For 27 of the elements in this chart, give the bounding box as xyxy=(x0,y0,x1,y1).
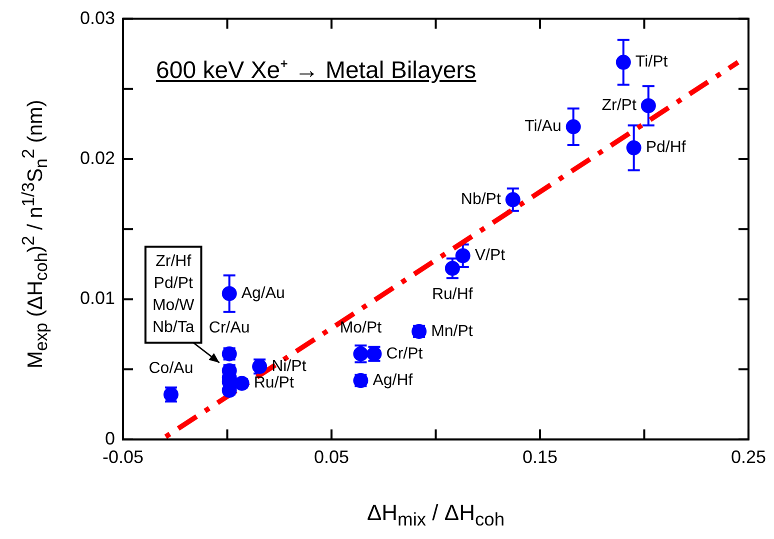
text: 600 keV Xe⁺ → Metal Bilayers xyxy=(156,56,476,85)
y-tick-label: 0 xyxy=(105,428,116,448)
data-label: V/Pt xyxy=(474,247,506,264)
data-label: Ni/Pt xyxy=(272,358,307,375)
y-tick-label: 0.02 xyxy=(80,148,116,168)
data-label: Nb/Pt xyxy=(460,191,502,208)
x-tick-label: -0.05 xyxy=(102,447,144,468)
x-tick-label: 0.05 xyxy=(314,447,350,468)
data-label: Cr/Pt xyxy=(386,345,424,362)
x-axis-title: ΔH$_{mix}$ / ΔH$_{coh}$ xyxy=(366,500,506,530)
data-label: Ti/Au xyxy=(524,118,562,136)
data-label: Ru/Pt xyxy=(254,374,294,392)
data-label: Cr/Au xyxy=(208,319,250,336)
y-tick-label: 0.01 xyxy=(80,288,116,308)
data-label: Zr/Pt xyxy=(602,97,637,114)
y-tick-label: 0.03 xyxy=(80,8,116,28)
data-label: Ag/Au xyxy=(241,285,285,302)
data-label: Ti/Pt xyxy=(635,54,668,71)
data-label: Mo/Pt xyxy=(340,319,382,336)
data-label: Pd/Hf xyxy=(646,139,686,156)
x-tick-label: 0.25 xyxy=(730,447,766,468)
data-label: Ru/Hf xyxy=(432,286,474,303)
data-label: Co/Au xyxy=(148,360,194,377)
data-label: Ag/Hf xyxy=(372,372,414,389)
x-tick-label: 0.15 xyxy=(522,447,558,468)
annotation: Zr/Hf Pd/Pt Mo/W Nb/Ta xyxy=(152,253,196,336)
data-label: Mn/Pt xyxy=(431,322,474,340)
